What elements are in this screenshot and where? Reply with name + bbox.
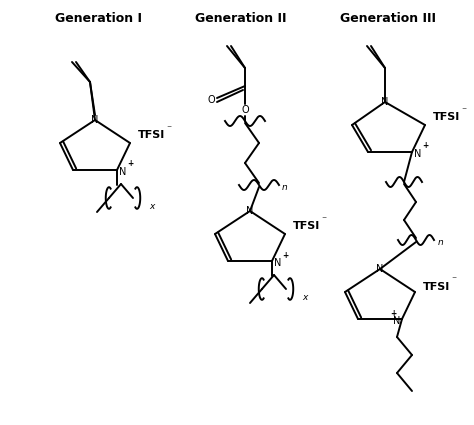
Text: ⁻: ⁻ <box>451 275 456 285</box>
Text: TFSI: TFSI <box>138 130 165 140</box>
Text: N: N <box>376 264 383 274</box>
Text: n: n <box>282 182 288 192</box>
Text: O: O <box>207 95 215 105</box>
Text: N: N <box>91 115 99 125</box>
Text: N: N <box>246 206 254 216</box>
Text: TFSI: TFSI <box>293 221 320 231</box>
Text: +: + <box>390 309 396 317</box>
Text: n: n <box>438 238 444 246</box>
Text: N: N <box>392 316 400 326</box>
Text: TFSI: TFSI <box>433 112 460 122</box>
Text: N: N <box>414 149 421 159</box>
Text: +: + <box>282 250 288 260</box>
Text: +: + <box>127 159 133 168</box>
Text: O: O <box>241 105 249 115</box>
Text: N: N <box>381 97 389 107</box>
Text: Generation III: Generation III <box>340 11 436 25</box>
Text: ⁻: ⁻ <box>461 106 466 116</box>
Text: ⁻: ⁻ <box>321 215 326 225</box>
Text: N: N <box>119 167 127 177</box>
Text: ⁻: ⁻ <box>166 124 171 134</box>
Text: TFSI: TFSI <box>423 282 450 292</box>
Text: x: x <box>149 201 155 210</box>
Text: x: x <box>302 292 307 301</box>
Text: Generation I: Generation I <box>55 11 142 25</box>
Text: +: + <box>422 142 428 150</box>
Text: Generation II: Generation II <box>195 11 286 25</box>
Text: N: N <box>274 258 282 268</box>
